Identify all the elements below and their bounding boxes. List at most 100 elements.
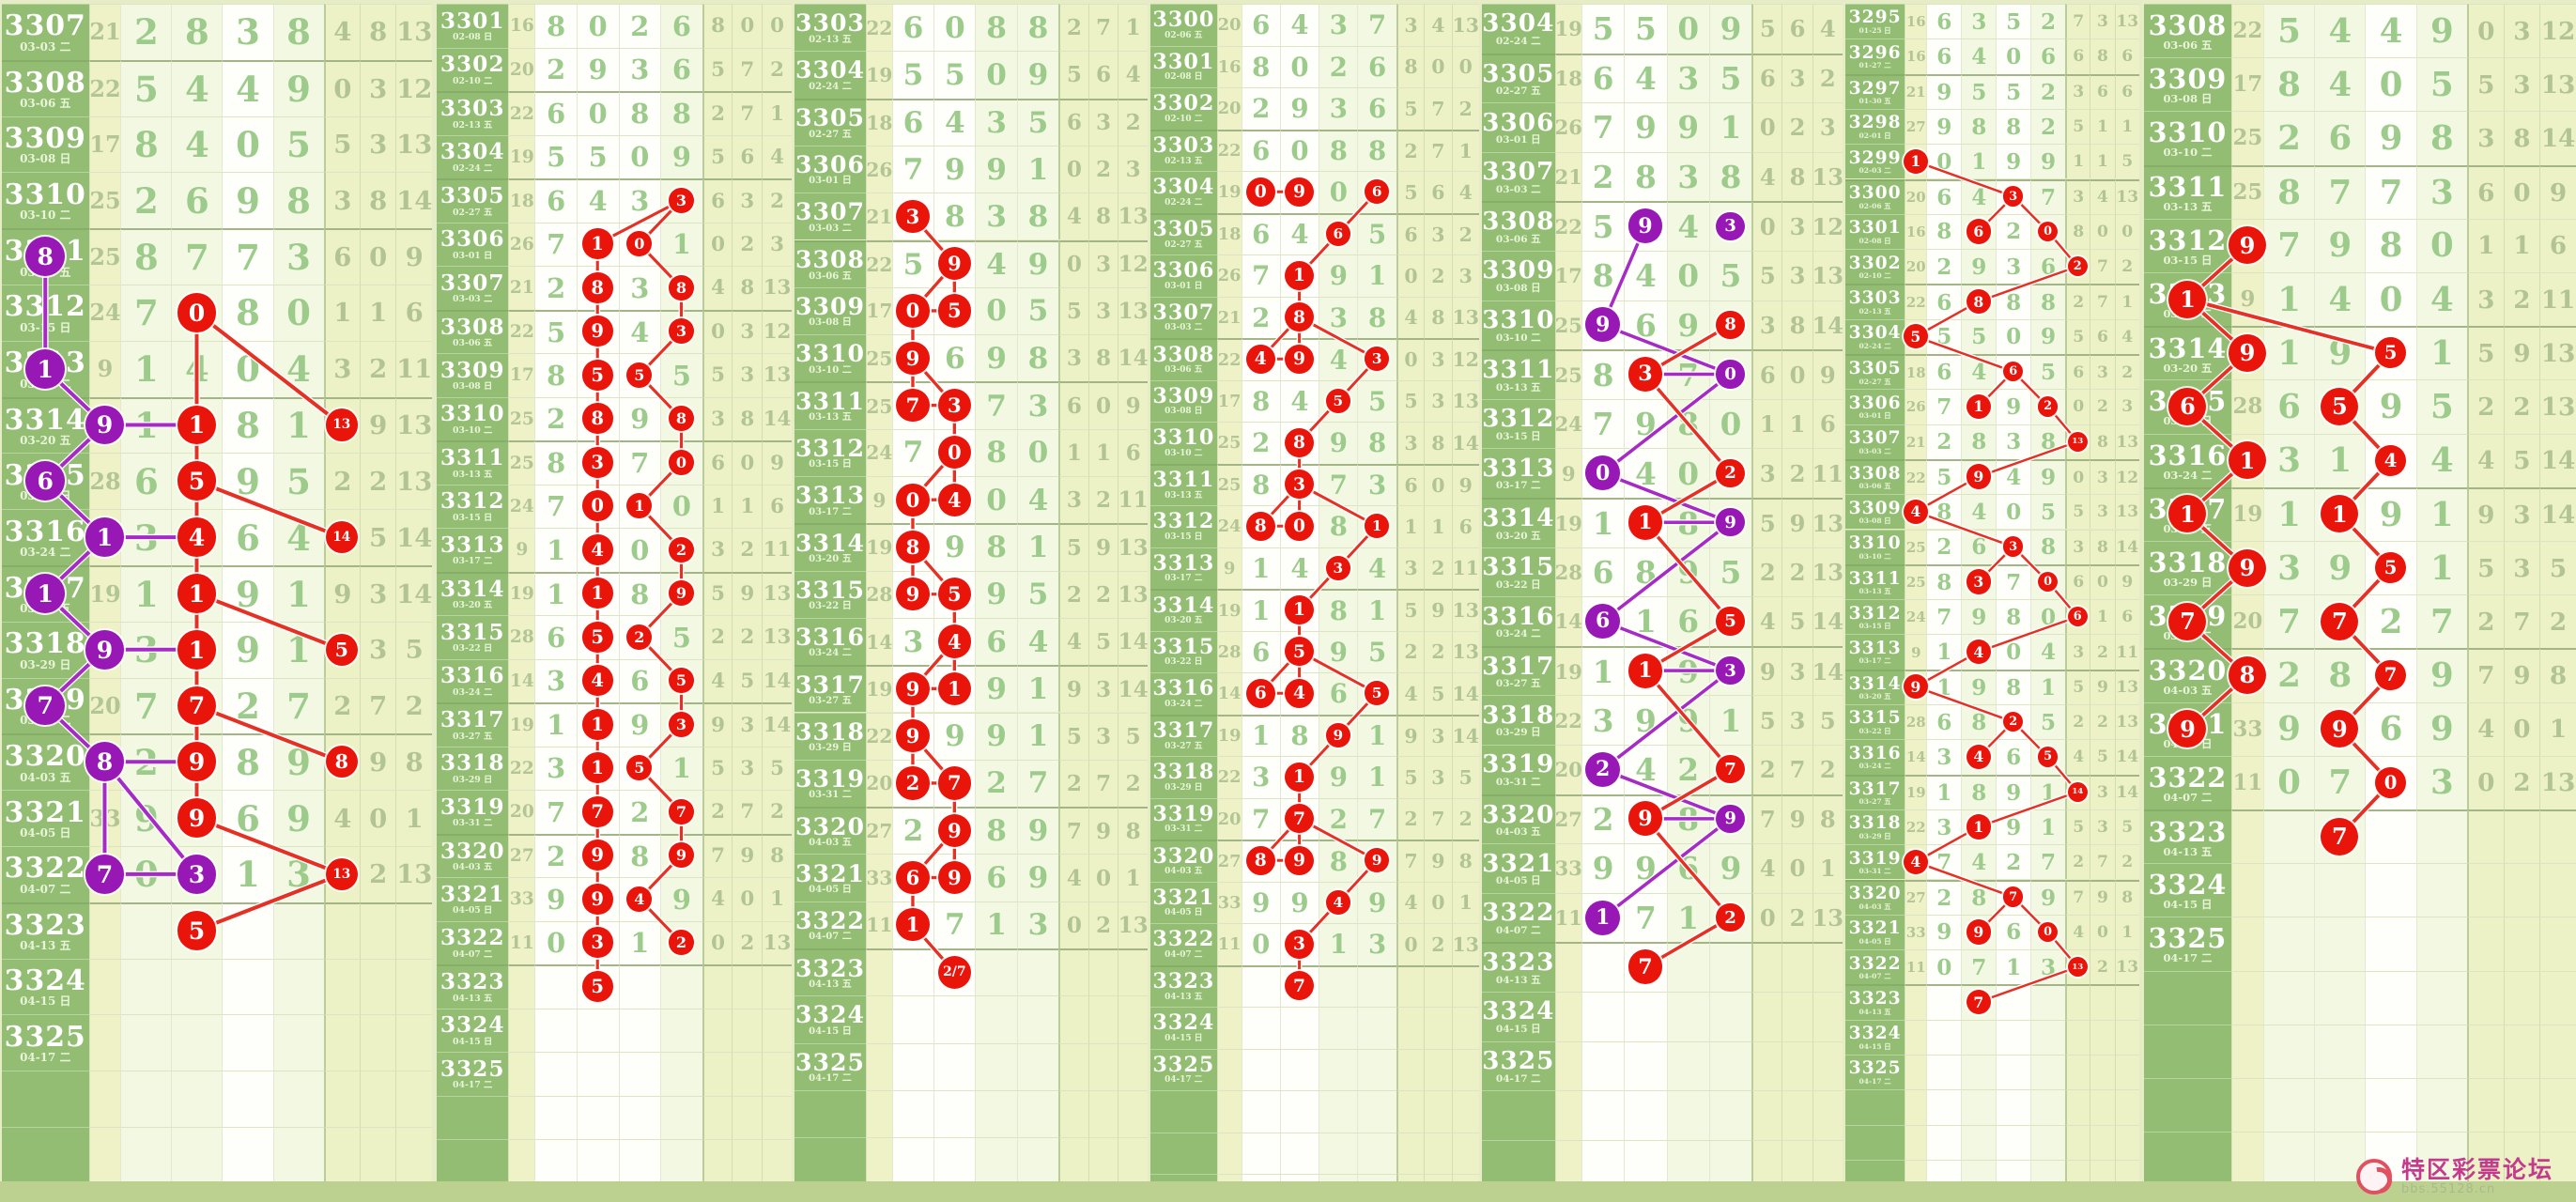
digit-cell: 7 <box>534 790 577 834</box>
digit-cell: 1 <box>1708 102 1752 152</box>
stat-cell: 1 <box>762 91 792 135</box>
digit-cell <box>1241 1132 1280 1174</box>
digit-cell: 5 <box>1016 98 1059 146</box>
digit-cell <box>1961 1019 1997 1055</box>
stat-cell: 9 <box>1118 381 1148 429</box>
stat-cell: 1 <box>1118 854 1148 902</box>
marked-digit-circle: 6 <box>1966 219 1991 244</box>
digit-cell: 0 <box>1279 129 1319 171</box>
digit-cell <box>2365 809 2416 864</box>
digit-cell <box>1581 1139 1625 1190</box>
digit-cell: 3 <box>1581 695 1625 745</box>
digit-cell: 1 <box>660 222 702 266</box>
stat-cell: 6 <box>2065 563 2090 600</box>
digit-cell: 6 <box>2365 701 2416 756</box>
sum-cell: 22 <box>1905 809 1927 845</box>
sum-cell <box>508 964 535 1009</box>
marked-digit-circle: 3 <box>896 199 930 233</box>
digit-cell: 6 <box>1624 300 1667 350</box>
issue-cell: 3314 03-20 五 <box>1845 669 1905 704</box>
digit-cell: 7 <box>1016 759 1059 808</box>
stat-cell: 1 <box>1782 398 1812 449</box>
digit-cell: 8 <box>975 523 1017 571</box>
issue-cell <box>2144 1078 2231 1133</box>
sum-cell: 9 <box>1905 634 1927 670</box>
stat-cell <box>1396 964 1425 1007</box>
issue-cell: 3323 04-13 五 <box>1150 964 1217 1007</box>
issue-cell: 3318 03-29 日 <box>437 746 509 790</box>
stat-cell: 14 <box>2114 739 2139 775</box>
marked-digit-circle: 8 <box>669 406 694 432</box>
issue-cell: 3312 03-15 日 <box>2 285 89 341</box>
digit-cell: 7 <box>891 145 934 193</box>
stat-cell: 13 <box>762 353 792 397</box>
stat-cell: 7 <box>2090 249 2115 285</box>
stat-cell: 13 <box>2114 704 2139 740</box>
stat-cell <box>2065 1089 2090 1125</box>
stat-cell: 13 <box>1812 547 1843 597</box>
stat-cell: 0 <box>702 920 733 964</box>
issue-cell: 3307 03-03 二 <box>2 4 89 60</box>
site-logo-icon <box>2355 1159 2392 1195</box>
site-brand: 特区彩票论坛 bbs.55128.cn <box>2401 1157 2553 1196</box>
marked-digit-circle: 6 <box>1365 179 1389 204</box>
digit-cell <box>660 1139 702 1183</box>
marked-digit-circle: 9 <box>896 341 930 375</box>
issue-cell: 3310 03-10 二 <box>1150 422 1217 464</box>
digit-cell: 8 <box>1961 704 1997 740</box>
marked-digit-circle: 13 <box>2067 431 2088 452</box>
stat-cell: 2 <box>702 91 733 135</box>
issue-cell: 3312 03-15 日 <box>437 484 509 528</box>
stat-cell: 8 <box>395 733 432 791</box>
digit-cell: 7 <box>534 484 577 528</box>
issue-cell: 3301 02-08 日 <box>437 4 509 48</box>
sum-cell: 19 <box>1216 589 1242 631</box>
sum-cell: 20 <box>508 790 535 834</box>
issue-cell: 3302 02-10 二 <box>437 47 509 91</box>
sum-cell: 17 <box>508 353 535 397</box>
digit-cell: 9 <box>975 145 1017 193</box>
issue-cell: 3307 03-03 二 <box>437 266 509 310</box>
stat-cell: 3 <box>360 116 396 173</box>
stat-cell: 2 <box>1812 745 1843 794</box>
stat-cell <box>1424 964 1452 1007</box>
stat-cell <box>2503 1132 2540 1186</box>
stat-cell: 3 <box>1782 645 1812 696</box>
digit-cell: 9 <box>2415 4 2467 58</box>
stat-cell: 3 <box>732 178 763 223</box>
digit-cell: 8 <box>1961 879 1997 915</box>
digit-cell <box>2030 1019 2066 1055</box>
stat-cell <box>1087 1089 1118 1138</box>
digit-cell <box>1666 942 1709 992</box>
stat-cell: 3 <box>2503 486 2540 541</box>
stat-cell <box>2467 809 2504 864</box>
stat-cell <box>2467 1024 2504 1078</box>
issue-cell: 3322 04-07 二 <box>1845 949 1905 985</box>
issue-cell: 3324 04-15 日 <box>1482 992 1555 1041</box>
marked-digit-circle: 3 <box>669 318 694 345</box>
digit-cell: 6 <box>1926 284 1962 319</box>
digit-cell: 3 <box>2415 164 2467 219</box>
digit-cell: 7 <box>1357 797 1396 840</box>
marked-digit-circle: 1 <box>1284 260 1315 290</box>
marked-digit-circle: 5 <box>626 362 653 388</box>
sum-cell: 21 <box>1216 296 1242 338</box>
stat-cell: 12 <box>2539 4 2576 58</box>
sum-cell: 22 <box>865 239 892 287</box>
marked-digit-circle: 9 <box>896 719 930 753</box>
stat-cell: 1 <box>323 285 360 341</box>
sum-cell: 33 <box>865 854 892 902</box>
stat-cell: 3 <box>2090 4 2115 39</box>
stat-cell: 0 <box>1782 349 1812 399</box>
stat-cell: 2 <box>360 453 396 510</box>
